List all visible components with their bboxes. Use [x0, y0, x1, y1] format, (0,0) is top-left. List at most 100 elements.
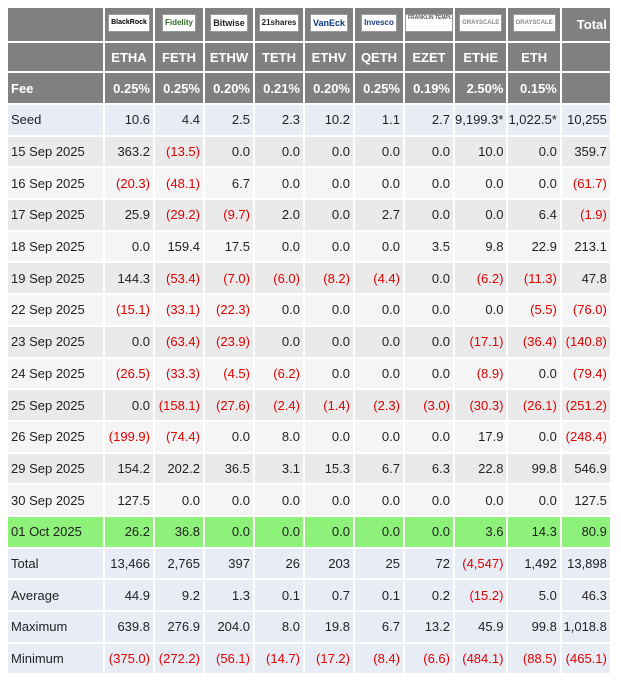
flow-cell: 6.7: [205, 168, 253, 199]
fee-label: Fee: [8, 73, 103, 103]
flow-cell: 0.0: [305, 295, 353, 325]
blackrock-logo: BlackRock: [108, 14, 150, 32]
flow-cell: (33.1): [155, 295, 203, 325]
flow-cell: 0.0: [305, 358, 353, 389]
flow-cell: 0.0: [205, 516, 253, 547]
flow-cell: 276.9: [155, 612, 203, 642]
flow-cell: (17.1): [455, 326, 507, 357]
fidelity-logo: Fidelity: [161, 14, 196, 32]
flow-cell: (88.5): [508, 643, 560, 674]
table-row: 25 Sep 2025 0.0 (158.1) (27.6) (2.4) (1.4) (2.…: [8, 390, 610, 420]
table-row: 29 Sep 2025 154.2 202.2 36.5 3.1 15.3 6.7 6.3 22…: [8, 453, 610, 484]
row-total-cell: 546.9: [561, 453, 610, 484]
flow-cell: 6.7: [355, 453, 403, 484]
bitwise-logo: Bitwise: [210, 14, 248, 32]
table-row: Seed 10.6 4.4 2.5 2.3 10.2 1.1 2.7 9,199.3* 1,022…: [8, 105, 610, 135]
flow-cell: (22.3): [205, 295, 253, 325]
row-total-cell: 10,255: [561, 105, 610, 135]
flow-cell: 0.2: [405, 580, 453, 610]
flow-cell: 0.0: [205, 136, 253, 167]
row-total-cell: 47.8: [561, 263, 610, 294]
flow-cell: 639.8: [105, 612, 153, 642]
flow-cell: 127.5: [105, 485, 153, 515]
flow-cell: 0.1: [355, 580, 403, 610]
table-row: 24 Sep 2025 (26.5) (33.3) (4.5) (6.2) 0.0 0.0 0…: [8, 358, 610, 389]
flow-cell: (13.5): [155, 136, 203, 167]
flow-cell: 1,492: [508, 548, 560, 579]
flow-cell: (14.7): [255, 643, 303, 674]
fee-total-blank: [561, 73, 610, 103]
ticker-cell: TETH: [255, 43, 303, 71]
summary-row: Maximum 639.8 276.9 204.0 8.0 19.8 6.7 13.2 45.9…: [8, 612, 610, 642]
flow-cell: 0.7: [305, 580, 353, 610]
flow-cell: 202.2: [155, 453, 203, 484]
flow-cell: 10.2: [305, 105, 353, 135]
flow-cell: (2.4): [255, 390, 303, 420]
flow-cell: 1.3: [205, 580, 253, 610]
flow-cell: (53.4): [155, 263, 203, 294]
row-total-cell: (79.4): [561, 358, 610, 389]
summary-row: Minimum (375.0) (272.2) (56.1) (14.7) (17.2)(…: [8, 643, 610, 674]
flow-cell: 0.0: [455, 295, 507, 325]
flow-cell: 0.0: [205, 485, 253, 515]
flow-cell: 9.8: [455, 231, 507, 262]
flow-cell: 0.0: [355, 136, 403, 167]
table-row: 26 Sep 2025 (199.9) (74.4) 0.0 8.0 0.0 0.0 0.0 1…: [8, 421, 610, 452]
table-row: 19 Sep 2025 144.3 (53.4) (7.0) (6.0) (8.2) (4.…: [8, 263, 610, 294]
flow-cell: 8.0: [255, 612, 303, 642]
flow-cell: 6.4: [508, 200, 560, 230]
fee-cell: 0.25%: [105, 73, 153, 103]
flow-cell: (6.2): [455, 263, 507, 294]
ticker-cell: ETHV: [305, 43, 353, 71]
flow-cell: 0.0: [355, 295, 403, 325]
flow-cell: 13,466: [105, 548, 153, 579]
flow-cell: (7.0): [205, 263, 253, 294]
flow-cell: 3.6: [455, 516, 507, 547]
flow-cell: (27.6): [205, 390, 253, 420]
flow-cell: 0.0: [255, 485, 303, 515]
row-total-cell: (465.1): [561, 643, 610, 674]
row-label: Maximum: [8, 612, 103, 642]
flow-cell: 0.0: [355, 231, 403, 262]
flow-cell: 2.7: [405, 105, 453, 135]
flow-cell: (199.9): [105, 421, 153, 452]
flow-cell: 0.0: [508, 485, 560, 515]
logo-cell: 21shares: [255, 8, 303, 41]
ticker-cell: FETH: [155, 43, 203, 71]
flow-cell: 0.0: [355, 421, 403, 452]
flow-cell: 0.0: [508, 136, 560, 167]
flow-cell: 0.0: [255, 295, 303, 325]
flow-cell: 14.3: [508, 516, 560, 547]
flow-cell: (6.2): [255, 358, 303, 389]
ticker-cell: QETH: [355, 43, 403, 71]
flow-cell: 0.0: [508, 421, 560, 452]
flow-cell: 0.0: [305, 326, 353, 357]
flow-cell: 0.0: [455, 485, 507, 515]
row-total-cell: 213.1: [561, 231, 610, 262]
flow-cell: 0.0: [508, 358, 560, 389]
row-total-cell: (251.2): [561, 390, 610, 420]
ticker-row: ETHA FETH ETHW TETH ETHV QETH EZET ETHE ETH: [8, 43, 610, 71]
row-label: 01 Oct 2025: [8, 516, 103, 547]
flow-cell: 0.0: [355, 168, 403, 199]
flow-cell: 0.0: [305, 485, 353, 515]
ticker-row-label: [8, 43, 103, 71]
row-total-cell: (140.8): [561, 326, 610, 357]
logo-cell: BlackRock: [105, 8, 153, 41]
flow-cell: 25: [355, 548, 403, 579]
flow-cell: (29.2): [155, 200, 203, 230]
row-total-cell: (248.4): [561, 421, 610, 452]
fee-cell: 0.20%: [205, 73, 253, 103]
flow-cell: 45.9: [455, 612, 507, 642]
flow-cell: 22.9: [508, 231, 560, 262]
logo-cell: Fidelity: [155, 8, 203, 41]
fee-cell: 0.20%: [305, 73, 353, 103]
row-total-cell: 46.3: [561, 580, 610, 610]
flow-cell: (74.4): [155, 421, 203, 452]
table-row: 16 Sep 2025 (20.3) (48.1) 6.7 0.0 0.0 0.0 0.0 0.…: [8, 168, 610, 199]
table-row: 18 Sep 2025 0.0 159.4 17.5 0.0 0.0 0.0 3.5 9.8 22…: [8, 231, 610, 262]
flow-cell: 19.8: [305, 612, 353, 642]
row-label: 30 Sep 2025: [8, 485, 103, 515]
logo-cell: GRAYSCALE: [508, 8, 560, 41]
flow-cell: 0.0: [305, 136, 353, 167]
